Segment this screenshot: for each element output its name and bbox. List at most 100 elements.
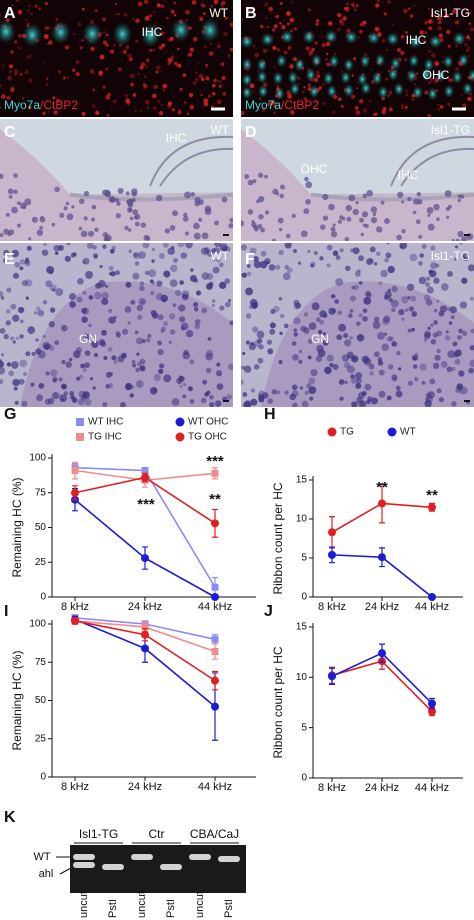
ribbon-dot bbox=[174, 61, 178, 66]
ribbon-dot bbox=[58, 70, 61, 74]
point bbox=[211, 648, 219, 656]
nucleus bbox=[396, 234, 402, 241]
ribbon-dot bbox=[430, 51, 433, 54]
nucleus bbox=[110, 271, 116, 277]
nucleus bbox=[264, 174, 268, 179]
nucleus bbox=[54, 340, 60, 346]
nucleus bbox=[193, 307, 199, 312]
nucleus bbox=[0, 328, 6, 334]
ribbon-dot bbox=[262, 48, 267, 53]
ribbon-dot bbox=[82, 7, 85, 11]
nucleus bbox=[338, 379, 345, 385]
y-tick-label: 15 bbox=[296, 475, 308, 486]
ribbon-dot bbox=[71, 68, 76, 72]
ribbon-dot bbox=[170, 9, 175, 14]
ribbon-dot bbox=[220, 3, 223, 6]
nucleus bbox=[447, 350, 456, 359]
nucleus bbox=[432, 332, 438, 338]
nucleus bbox=[256, 338, 263, 344]
nucleus bbox=[13, 386, 18, 391]
nucleus bbox=[413, 364, 418, 369]
nucleus bbox=[283, 323, 289, 329]
ribbon-dot bbox=[381, 39, 386, 43]
image-label: WT bbox=[210, 123, 229, 137]
nucleus bbox=[20, 319, 24, 324]
point bbox=[211, 635, 219, 643]
y-tick-label: 75 bbox=[35, 657, 47, 668]
ribbon-dot bbox=[145, 64, 149, 68]
nucleus bbox=[125, 382, 133, 391]
ribbon-dot bbox=[102, 85, 106, 89]
ribbon-dot bbox=[447, 102, 450, 106]
nucleus bbox=[27, 326, 36, 334]
ribbon-dot bbox=[73, 33, 75, 35]
nucleus bbox=[411, 311, 418, 317]
nucleus bbox=[12, 378, 20, 387]
nucleus bbox=[78, 374, 84, 380]
nucleus bbox=[375, 226, 383, 233]
ribbon-dot bbox=[144, 75, 146, 78]
nucleus bbox=[224, 278, 231, 284]
nucleus bbox=[246, 271, 252, 277]
nucleus bbox=[93, 255, 98, 259]
membrane bbox=[69, 192, 233, 202]
nucleus bbox=[242, 351, 246, 356]
y-axis-title: Ribbon count per HC bbox=[271, 646, 285, 758]
image-label: OHC bbox=[301, 162, 328, 176]
ribbon-dot bbox=[185, 9, 190, 15]
nucleus bbox=[193, 222, 200, 230]
ribbon-dot bbox=[177, 63, 182, 68]
legend-label: WT OHC bbox=[188, 417, 228, 428]
nucleus bbox=[456, 383, 464, 390]
nucleus bbox=[127, 321, 131, 325]
nucleus bbox=[243, 400, 252, 407]
nucleus bbox=[76, 296, 83, 303]
ribbon-dot bbox=[38, 7, 41, 11]
point bbox=[211, 676, 219, 685]
nucleus bbox=[400, 295, 409, 304]
nucleus bbox=[81, 307, 88, 314]
ribbon-dot bbox=[291, 0, 294, 3]
nucleus bbox=[129, 393, 135, 398]
nucleus bbox=[300, 230, 308, 238]
nucleus bbox=[36, 394, 44, 402]
nucleus bbox=[334, 299, 340, 304]
nucleus bbox=[21, 400, 28, 407]
nucleus bbox=[140, 300, 144, 304]
y-axis-title: Remaining HC (%) bbox=[10, 477, 24, 577]
nucleus bbox=[459, 194, 465, 199]
point bbox=[428, 593, 436, 601]
annotation: *** bbox=[137, 496, 155, 513]
ribbon-dot bbox=[289, 64, 294, 69]
nucleus bbox=[94, 291, 102, 300]
ribbon-dot bbox=[216, 99, 222, 105]
ribbon-dot bbox=[430, 78, 434, 82]
ribbon-dot bbox=[145, 99, 150, 105]
nucleus bbox=[8, 195, 13, 199]
ribbon-dot bbox=[387, 94, 390, 97]
nucleus bbox=[14, 400, 19, 405]
nucleus bbox=[355, 377, 362, 384]
ribbon-dot bbox=[130, 73, 135, 79]
legend-swatch bbox=[76, 418, 84, 426]
nucleus bbox=[45, 371, 50, 376]
ribbon-dot bbox=[422, 39, 427, 43]
ribbon-dot bbox=[211, 104, 214, 108]
nucleus bbox=[49, 307, 56, 313]
nucleus bbox=[366, 258, 373, 266]
ribbon-dot bbox=[138, 1, 143, 7]
nucleus bbox=[304, 390, 309, 395]
ribbon-dot bbox=[469, 27, 474, 32]
ribbon-dot bbox=[303, 97, 307, 101]
ribbon-dot bbox=[93, 72, 96, 75]
ribbon-dot bbox=[447, 44, 451, 48]
band-label: WT bbox=[33, 851, 50, 863]
cell bbox=[294, 57, 305, 72]
nucleus bbox=[61, 398, 65, 402]
nucleus bbox=[98, 279, 106, 288]
nucleus bbox=[407, 296, 411, 300]
ribbon-dot bbox=[45, 83, 49, 86]
ribbon-dot bbox=[427, 113, 432, 117]
ribbon-dot bbox=[467, 97, 470, 100]
